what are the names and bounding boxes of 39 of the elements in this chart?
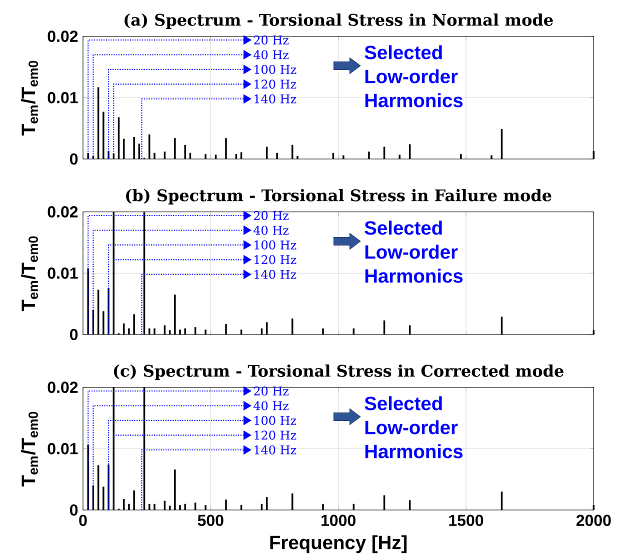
annotation: 40 Hz: [254, 50, 289, 60]
y-tick-label: 0.01: [48, 268, 78, 279]
x-axis-title: Frequency [Hz]: [270, 535, 407, 554]
y-tick-label: 0.02: [48, 382, 78, 393]
annotation: 120 Hz: [254, 255, 296, 264]
annotation: Selected Low-order Harmonics: [364, 220, 463, 283]
annotation: 100 Hz: [254, 240, 296, 250]
y-tick-label: 0: [70, 328, 78, 340]
x-tick-label: 1000: [322, 514, 356, 526]
annotation: Selected Low-order Harmonics: [364, 45, 463, 108]
chart-title: (c) Spectrum - Torsional Stress in Corrected mode: [114, 364, 564, 380]
annotation: Selected Low-order Harmonics: [364, 396, 463, 458]
y-tick-label: 0.02: [48, 30, 78, 42]
annotation: 100 Hz: [254, 64, 296, 74]
x-tick-label: 0: [79, 514, 87, 526]
annotation: 40 Hz: [254, 401, 289, 410]
x-tick-label: 1500: [449, 514, 484, 526]
annotation: 40 Hz: [254, 226, 289, 235]
y-tick-label: 0.01: [48, 92, 78, 104]
y-axis-title: T$_{em}$/T$_{em0}$: [21, 236, 38, 312]
annotation: 120 Hz: [254, 430, 296, 440]
annotation: 120 Hz: [254, 80, 296, 89]
chart-title: (b) Spectrum - Torsional Stress in Failure mode: [126, 188, 552, 204]
annotation: 20 Hz: [254, 386, 289, 396]
x-tick-label: 500: [198, 514, 224, 526]
y-axis-title: T$_{em}$/T$_{em0}$: [21, 60, 38, 136]
chart-title: (a) Spectrum - Torsional Stress in Normal mode: [124, 13, 553, 29]
annotation: 140 Hz: [254, 94, 296, 104]
annotation: 100 Hz: [254, 416, 296, 425]
y-tick-label: 0.02: [48, 206, 78, 218]
annotation: 140 Hz: [254, 270, 296, 279]
annotation: 20 Hz: [254, 35, 289, 45]
annotation: 140 Hz: [254, 445, 296, 454]
y-tick-label: 0: [70, 153, 78, 165]
y-tick-label: 0.01: [48, 443, 78, 454]
x-tick-label: 2000: [576, 514, 611, 526]
annotation: 20 Hz: [254, 210, 289, 220]
y-tick-label: 0: [70, 504, 78, 516]
y-axis-title: T$_{em}$/T$_{em0}$: [21, 412, 38, 486]
